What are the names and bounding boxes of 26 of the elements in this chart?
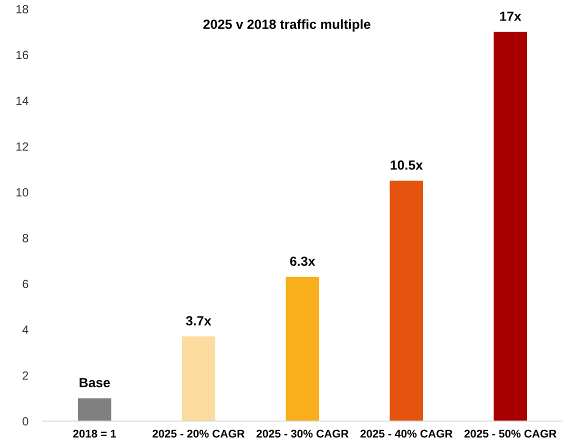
data-label: 10.5x	[390, 160, 423, 170]
data-label: Base	[80, 378, 110, 388]
x-tick-label: 2025 - 20% CAGR	[152, 430, 245, 438]
data-label: 6.3x	[290, 256, 316, 266]
bar	[78, 398, 112, 422]
x-tick-label: 2018 = 1	[73, 430, 116, 438]
y-tick-label: 8	[22, 234, 28, 242]
bar	[182, 336, 216, 422]
y-tick-label: 0	[22, 417, 28, 426]
y-tick-label: 16	[16, 50, 28, 60]
x-tick-label: 2025 - 50% CAGR	[464, 430, 556, 438]
bar	[286, 276, 320, 422]
x-tick-label: 2025 - 40% CAGR	[360, 430, 452, 438]
y-tick-label: 14	[16, 96, 28, 105]
y-tick-label: 12	[16, 142, 28, 151]
data-label: 17x	[500, 12, 522, 21]
y-tick-label: 6	[22, 280, 28, 288]
data-label: 3.7x	[186, 316, 212, 326]
bar	[494, 32, 527, 422]
y-tick-label: 2	[22, 371, 28, 380]
bar	[390, 180, 424, 422]
y-tick-label: 4	[22, 326, 28, 334]
x-tick-label: 2025 - 30% CAGR	[256, 430, 349, 438]
text: 2025 v 2018 traffic multiple	[203, 19, 370, 32]
y-tick-label: 10	[16, 188, 28, 197]
y-tick-label: 18	[16, 4, 28, 14]
